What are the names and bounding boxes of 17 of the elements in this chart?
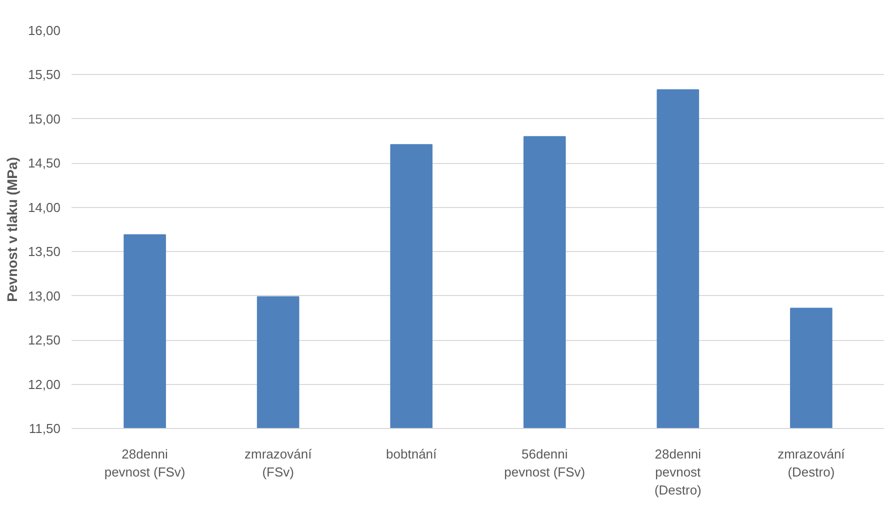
x-tick-label: 56denni pevnost (FSv) xyxy=(504,446,586,480)
x-tick-label: zmrazování (Destro) xyxy=(778,446,846,480)
y-tick-label: 14,50 xyxy=(28,156,61,171)
y-tick-label: 15,50 xyxy=(28,67,61,82)
x-tick-label: 28denni pevnost (Destro) xyxy=(654,446,702,498)
y-axis-title: Pevnost v tlaku (MPa) xyxy=(4,157,20,302)
y-tick-label: 12,50 xyxy=(28,332,61,348)
y-tick-label: 13,00 xyxy=(28,288,61,304)
y-tick-label: 15,00 xyxy=(28,111,61,126)
x-tick-label: bobtnání xyxy=(386,446,438,462)
y-tick-label: 11,50 xyxy=(28,421,61,436)
y-tick-label: 13,50 xyxy=(28,244,61,260)
y-tick-label: 14,00 xyxy=(28,200,61,215)
y-tick-label: 16,00 xyxy=(28,23,61,38)
y-tick-label: 12,00 xyxy=(28,376,61,392)
x-tick-label: 28denni pevnost (FSv) xyxy=(104,446,186,480)
x-tick-label: zmrazování (FSv) xyxy=(244,446,312,480)
